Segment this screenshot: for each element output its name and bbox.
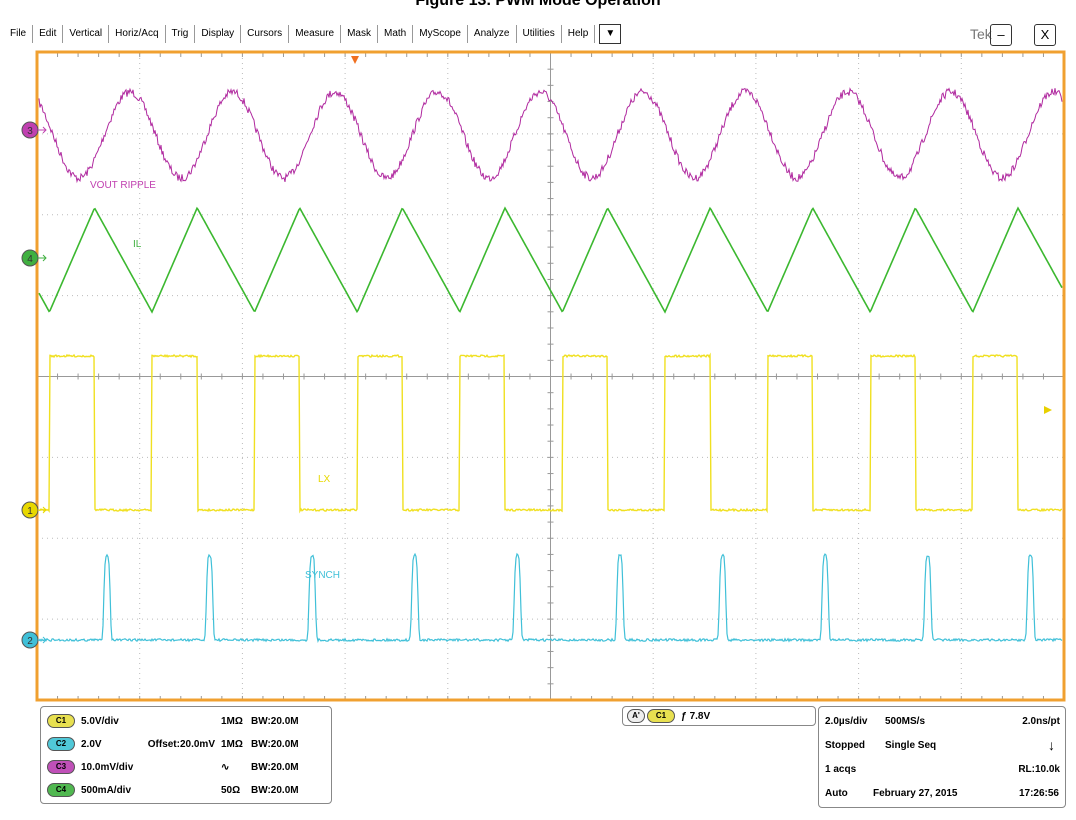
acq-field: RL:10.0k [1018,763,1060,775]
trace-arrow [38,254,47,262]
waveform [38,352,1063,514]
channel-row: C1 5.0V/div 1MΩ BW:20.0M [47,711,299,731]
menu-item[interactable]: Measure [289,25,342,43]
trace-number: 4 [27,254,33,265]
acq-field: 17:26:56 [1018,787,1059,799]
channel-scale: 10.0mV/div [81,761,134,773]
channel-bandwidth: BW:20.0M [251,761,299,773]
acq-field: 500MS/s [885,715,926,727]
trace-arrow [38,636,47,644]
channel-badge: C3 [47,760,75,774]
screen-border [35,50,1066,702]
channel-bandwidth: BW:20.0M [251,715,299,727]
acq-field: Stopped [825,739,865,751]
trigger-level [1044,406,1052,414]
menu-item[interactable]: Display [195,25,242,43]
menu-item[interactable]: Cursors [241,25,290,43]
menu-item[interactable]: ▼ [599,24,622,44]
trace-label: LX [318,474,331,485]
trigger-mode: A' [627,709,645,723]
menu-item[interactable]: Help [562,25,596,43]
channel-panel: C1 5.0V/div 1MΩ BW:20.0M C2 2.0V Offset:20.0mV… [40,706,332,804]
trigger-source: C1 [647,709,675,723]
trace-number: 3 [27,126,33,137]
menu-item[interactable]: Horiz/Acq [109,25,166,43]
trace-number: 1 [27,506,33,517]
channel-scale: 2.0V [81,738,102,750]
trigger-slope: ƒ [681,710,687,722]
menu-item[interactable]: File [4,25,34,43]
menu-item[interactable]: Utilities [517,25,562,43]
channel-badge: C2 [47,737,75,751]
channel-scale: 500mA/div [81,784,132,796]
channel-scale: 5.0V/div [81,715,119,727]
waveform [38,552,1063,644]
channel-badge: C1 [47,714,75,728]
channel-row: C2 2.0V Offset:20.0mV 1MΩ BW:20.0M [47,734,299,754]
channel-badge: C4 [47,783,75,797]
close-button[interactable]: X [1034,24,1056,46]
trace-arrow [38,126,47,134]
trace-label: IL [133,239,142,250]
trigger-position [351,56,359,64]
channel-coupling: 50Ω [221,784,241,796]
channel-bandwidth: BW:20.0M [251,784,299,796]
acquisition-panel: 2.0µs/div 500MS/s 2.0ns/pt Stopped Single Se… [818,706,1066,808]
trace-label: SYNCH [305,570,340,581]
minimize-button[interactable]: – [990,24,1012,46]
channel-bandwidth: BW:20.0M [251,738,299,750]
figure-title: Figure 13. PWM Mode Operation [415,0,661,9]
menu-item[interactable]: MyScope [413,25,468,43]
channel-coupling: 1MΩ [221,715,243,727]
menu-item[interactable]: Analyze [468,25,517,43]
channel-row: C3 10.0mV/div ∿ BW:20.0M [47,757,299,777]
trigger-panel: A' C1 ƒ 7.8V [622,706,816,726]
scope-screen: 3 VOUT RIPPLE 4 IL 1 LX 2 SYNCH [21,50,1066,702]
channel-coupling: ∿ [221,761,230,773]
acq-field: 1 acqs [825,763,857,775]
acq-field: Single Seq [885,739,937,751]
acq-row: 1 acqs RL:10.0k [825,759,1060,779]
trigger-level: 7.8V [689,710,711,722]
acq-field: Auto [825,787,848,799]
trace-number: 2 [27,636,33,647]
waveform [38,87,1063,184]
waveform [38,206,1063,314]
menu-item[interactable]: Mask [341,25,378,43]
menu-item[interactable]: Trig [166,25,196,43]
acq-field: February 27, 2015 [873,787,958,799]
channel-offset: Offset:20.0mV [147,738,215,750]
acq-row: Stopped Single Seq ↓ [825,735,1055,755]
acq-row: 2.0µs/div 500MS/s 2.0ns/pt [825,711,1060,731]
acq-row: Auto February 27, 2015 17:26:56 [825,783,1059,803]
menu-item[interactable]: Math [378,25,414,43]
channel-row: C4 500mA/div 50Ω BW:20.0M [47,780,299,800]
acq-field: ↓ [1048,737,1055,753]
trace-arrow [38,506,47,514]
menu-item[interactable]: Vertical [63,25,110,43]
acq-field: 2.0µs/div [825,715,868,727]
trace-label: VOUT RIPPLE [90,180,156,191]
menu-item[interactable]: Edit [33,25,64,43]
channel-coupling: 1MΩ [221,738,243,750]
menu-bar: File Edit Vertical Horiz/Acq Trig Display Curs… [4,22,622,46]
acq-field: 2.0ns/pt [1022,715,1060,727]
logo: Tek [970,26,992,42]
